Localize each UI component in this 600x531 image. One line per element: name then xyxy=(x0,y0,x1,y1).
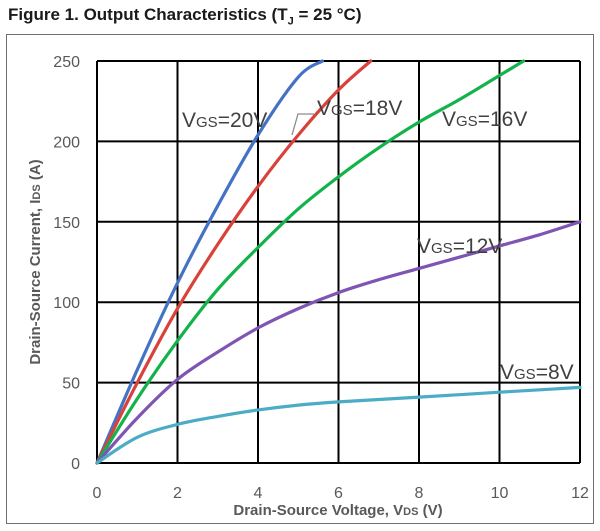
curve-label-vgs20: VGS=20V xyxy=(182,109,267,132)
y-tick-label: 100 xyxy=(53,295,80,312)
y-tick-label: 200 xyxy=(53,134,80,151)
curve-label-vgs8: VGS=8V xyxy=(500,361,574,384)
x-tick-label: 6 xyxy=(334,485,343,502)
x-tick-label: 0 xyxy=(93,485,102,502)
figure-title-text: Figure 1. Output Characteristics (T xyxy=(8,5,288,24)
figure-title-subscript: J xyxy=(287,15,294,28)
x-tick-label: 4 xyxy=(254,485,263,502)
series-line-vgs-8v xyxy=(95,385,582,465)
x-tick-label: 2 xyxy=(173,485,182,502)
grid xyxy=(96,60,581,464)
y-tick-labels: 0 50 100 150 200 250 xyxy=(53,54,80,473)
y-tick-label: 50 xyxy=(62,376,80,393)
curve-label-vgs12: VGS=12V xyxy=(417,235,502,258)
vgs18-label-leader-line xyxy=(291,113,314,136)
chart-frame xyxy=(6,34,594,524)
curve-label-vgs18: VGS=18V xyxy=(317,97,402,120)
series-line-vgs-12v xyxy=(95,220,582,465)
figure-title: Figure 1. Output Characteristics (TJ = 2… xyxy=(8,5,361,27)
curve-label-vgs16: VGS=16V xyxy=(442,108,527,131)
series-line-vgs-20v xyxy=(95,59,324,465)
y-tick-label: 150 xyxy=(53,215,80,232)
x-tick-label: 12 xyxy=(571,485,589,502)
x-axis-title: Drain-Source Voltage, VDS (V) xyxy=(233,502,442,519)
y-axis-title: Drain-Source Current, IDS (A) xyxy=(27,159,44,364)
x-tick-labels: 0 2 4 6 8 10 12 xyxy=(93,485,589,502)
x-tick-label: 8 xyxy=(415,485,424,502)
x-tick-label: 10 xyxy=(491,485,509,502)
y-tick-label: 250 xyxy=(53,54,80,71)
series-line-vgs-16v xyxy=(95,59,526,465)
series-line-vgs-18v xyxy=(95,59,373,465)
figure-title-end: = 25 °C) xyxy=(293,5,362,24)
series-layer xyxy=(95,59,582,465)
y-tick-label: 0 xyxy=(71,456,80,473)
